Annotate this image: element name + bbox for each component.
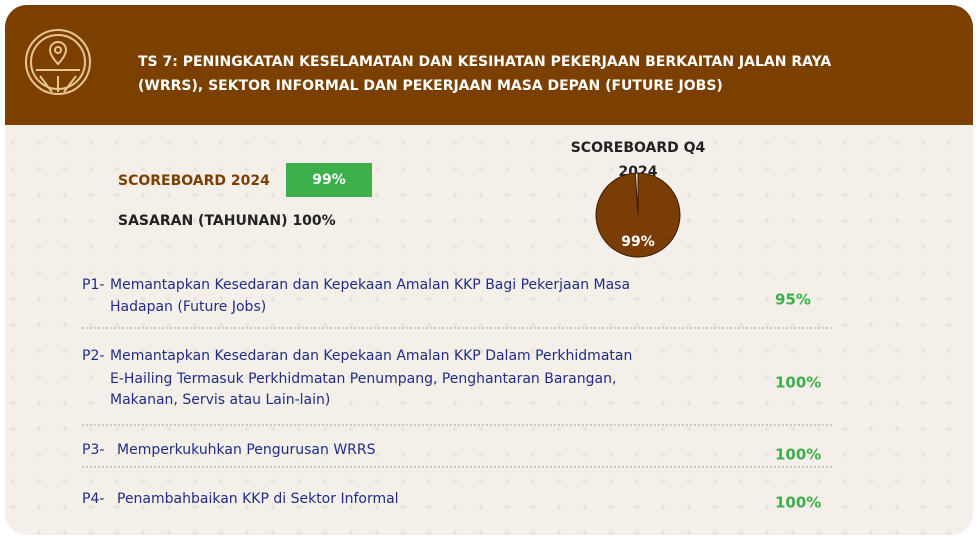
header-title: (WRRS), SEKTOR INFORMAL DAN PEKERJAAN MA… xyxy=(138,78,723,94)
scoreboard-label: SCOREBOARD 2024 xyxy=(118,173,270,189)
item-text: Memantapkan Kesedaran dan Kepekaan Amala… xyxy=(110,348,632,364)
scoreboard-value: 99% xyxy=(312,172,346,188)
items: P1- Memantapkan Kesedaran dan Kepekaan Am… xyxy=(82,277,832,512)
header-title: TS 7: PENINGKATAN KESELAMATAN DAN KESIHA… xyxy=(138,54,831,70)
scoreboard-box xyxy=(286,163,372,197)
logo xyxy=(25,29,91,95)
item-text: E-Hailing Termasuk Perkhidmatan Penumpan… xyxy=(110,371,616,387)
item-code: P3- xyxy=(82,442,104,458)
item-text: Memperkukuhkan Pengurusan WRRS xyxy=(117,442,376,458)
pie: 99% xyxy=(595,172,681,258)
item-text: Hadapan (Future Jobs) xyxy=(110,299,266,315)
item-code: P2- xyxy=(82,348,104,364)
item-value: 95% xyxy=(775,291,811,309)
target: SASARAN (TAHUNAN) 100% xyxy=(118,213,336,229)
item-code: P4- xyxy=(82,491,104,507)
item-value: 100% xyxy=(775,446,821,464)
item-value: 100% xyxy=(775,494,821,512)
pie-label: 99% xyxy=(621,234,655,250)
item-value: 100% xyxy=(775,374,821,392)
item-text: Makanan, Servis atau Lain-lain) xyxy=(110,392,330,408)
card-bg xyxy=(5,5,973,535)
item-code: P1- xyxy=(82,277,104,293)
item-text: Memantapkan Kesedaran dan Kepekaan Amala… xyxy=(110,277,630,293)
pie-slice xyxy=(634,172,639,216)
pie-title: SCOREBOARD Q4 xyxy=(571,140,706,156)
item-text: Penambahbaikan KKP di Sektor Informal xyxy=(117,491,399,507)
